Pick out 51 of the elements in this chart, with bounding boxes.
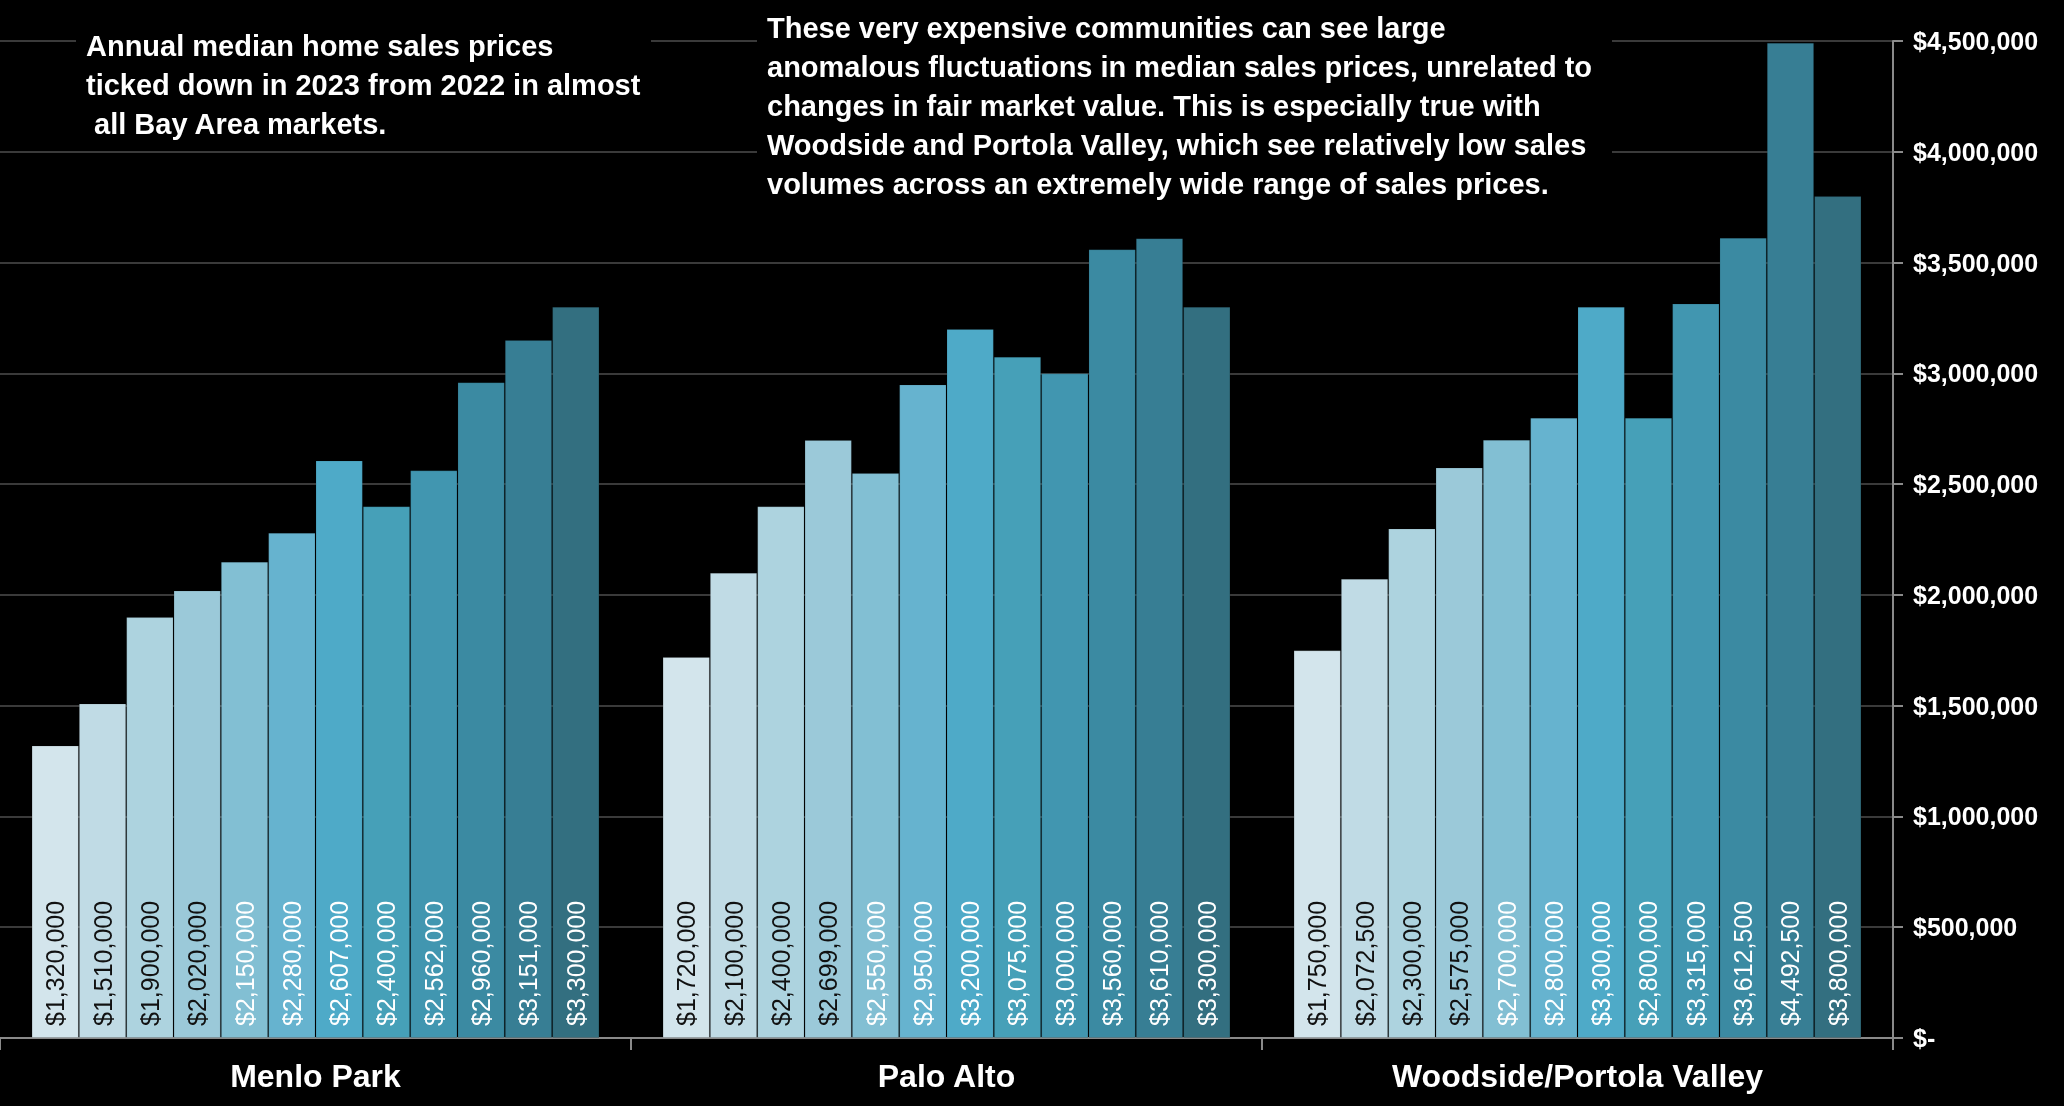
data-label: $1,720,000 <box>672 900 701 1026</box>
y-tick-label: $4,000,000 <box>1913 137 2039 166</box>
data-label: $1,510,000 <box>88 900 117 1026</box>
x-tick-label: Menlo Park <box>230 1058 402 1094</box>
x-tick-label: Woodside/Portola Valley <box>1391 1058 1764 1094</box>
data-label: $2,400,000 <box>766 900 795 1026</box>
annotation: Annual median home sales prices ticked down in 2023 from 2022 in almost all Bay Area markets. <box>86 29 641 140</box>
data-label: $2,300,000 <box>1397 900 1426 1026</box>
data-label: $3,300,000 <box>561 900 590 1026</box>
y-tick-label: $1,500,000 <box>1913 691 2039 720</box>
data-label: $2,960,000 <box>467 900 496 1026</box>
data-label: $2,150,000 <box>230 900 259 1026</box>
data-label: $2,699,000 <box>814 900 843 1026</box>
data-label: $2,020,000 <box>183 900 212 1026</box>
data-label: $2,400,000 <box>372 900 401 1026</box>
data-label: $2,575,000 <box>1445 900 1474 1026</box>
data-label: $3,612,500 <box>1729 900 1758 1026</box>
data-label: $2,550,000 <box>861 900 890 1026</box>
data-label: $3,000,000 <box>1050 900 1079 1026</box>
data-label: $3,200,000 <box>956 900 985 1026</box>
data-label: $3,075,000 <box>1003 900 1032 1026</box>
data-label: $2,280,000 <box>277 900 306 1026</box>
y-tick-label: $2,000,000 <box>1913 580 2039 609</box>
data-label: $2,700,000 <box>1492 900 1521 1026</box>
annotation: These very expensive communities can see large anomalous fluctuations in median sales prices, unrelated to changes in fair market value. This is especially true with Woodside and Portola Valley, which see relatively low sales volumes across an extremely wide range of sales prices. <box>767 11 1601 200</box>
data-label: $1,750,000 <box>1303 900 1332 1026</box>
data-label: $3,610,000 <box>1145 900 1174 1026</box>
data-label: $3,560,000 <box>1098 900 1127 1026</box>
data-label: $3,800,000 <box>1823 900 1852 1026</box>
data-label: $2,607,000 <box>325 900 354 1026</box>
data-label: $3,315,000 <box>1681 900 1710 1026</box>
y-tick-label: $1,000,000 <box>1913 802 2039 831</box>
data-label: $3,300,000 <box>1587 900 1616 1026</box>
data-label: $4,492,500 <box>1776 900 1805 1026</box>
data-label: $1,900,000 <box>135 900 164 1026</box>
x-tick-label: Palo Alto <box>877 1058 1016 1094</box>
y-tick-label: $4,500,000 <box>1913 27 2039 55</box>
data-label: $3,151,000 <box>514 900 543 1026</box>
data-label: $1,320,000 <box>41 900 70 1026</box>
data-label: $2,800,000 <box>1634 900 1663 1026</box>
y-tick-label: $2,500,000 <box>1913 470 2039 499</box>
data-label: $3,300,000 <box>1192 900 1221 1026</box>
y-tick-label: $3,000,000 <box>1913 359 2039 388</box>
data-label: $2,950,000 <box>908 900 937 1026</box>
y-tick-label: $500,000 <box>1913 913 2018 942</box>
data-label: $2,562,000 <box>419 900 448 1026</box>
y-tick-label: $3,500,000 <box>1913 248 2039 277</box>
data-label: $2,800,000 <box>1539 900 1568 1026</box>
y-tick-label: $- <box>1913 1024 1936 1052</box>
data-label: $2,100,000 <box>719 900 748 1026</box>
data-label: $2,072,500 <box>1350 900 1379 1026</box>
